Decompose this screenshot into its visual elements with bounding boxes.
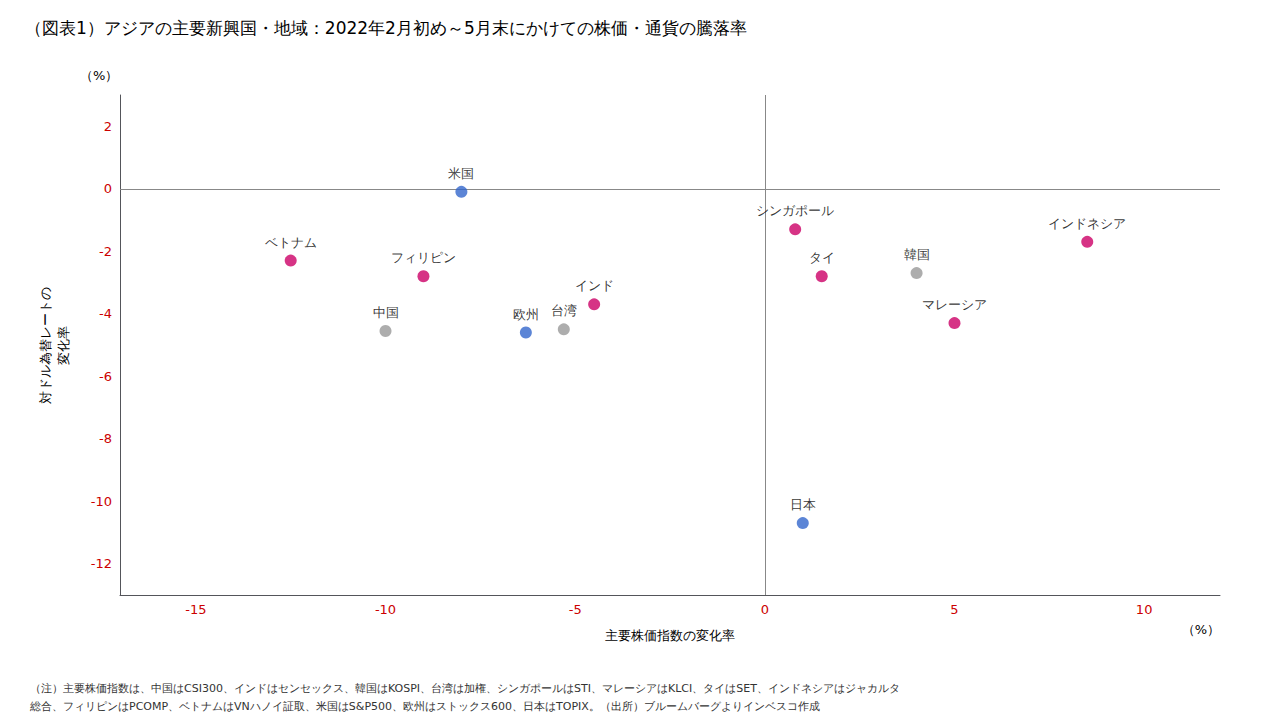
svg-text:（%）: （%）	[1182, 622, 1220, 637]
svg-text:-10: -10	[91, 494, 112, 509]
svg-text:5: 5	[950, 602, 958, 617]
svg-text:台湾: 台湾	[551, 303, 577, 318]
svg-text:タイ: タイ	[809, 250, 835, 265]
svg-text:欧州: 欧州	[513, 307, 539, 322]
svg-text:0: 0	[104, 181, 112, 196]
svg-text:フィリピン: フィリピン	[391, 250, 456, 265]
svg-text:（注）主要株価指数は、中国はCSI300、インドはセンセック: （注）主要株価指数は、中国はCSI300、インドはセンセックス、韓国はKOSPI…	[30, 682, 900, 695]
svg-text:シンガポール: シンガポール	[756, 203, 834, 218]
svg-text:マレーシア: マレーシア	[922, 297, 987, 312]
svg-text:-8: -8	[99, 431, 112, 446]
svg-text:10: 10	[1136, 602, 1153, 617]
svg-text:2: 2	[104, 119, 112, 134]
svg-text:-12: -12	[91, 556, 112, 571]
svg-text:主要株価指数の変化率: 主要株価指数の変化率	[605, 628, 735, 643]
svg-text:米国: 米国	[448, 166, 474, 181]
svg-text:日本: 日本	[790, 497, 816, 512]
svg-text:インドネシア: インドネシア	[1048, 216, 1126, 231]
svg-text:-10: -10	[375, 602, 396, 617]
svg-text:-5: -5	[569, 602, 582, 617]
svg-text:（%）: （%）	[80, 68, 118, 83]
svg-text:0: 0	[761, 602, 769, 617]
svg-text:総合、フィリピンはPCOMP、ベトナムはVNハノイ証取、米国: 総合、フィリピンはPCOMP、ベトナムはVNハノイ証取、米国はS&P500、欧州…	[29, 700, 820, 713]
svg-text:ベトナム: ベトナム	[265, 235, 317, 250]
svg-text:対ドル為替レートの: 対ドル為替レートの	[38, 287, 53, 404]
svg-text:（図表1）アジアの主要新興国・地域：2022年2月初め～5月: （図表1）アジアの主要新興国・地域：2022年2月初め～5月末にかけての株価・通…	[25, 18, 747, 38]
svg-text:-6: -6	[99, 369, 112, 384]
svg-text:-15: -15	[185, 602, 206, 617]
svg-text:-4: -4	[99, 306, 112, 321]
svg-text:中国: 中国	[373, 305, 399, 320]
svg-text:韓国: 韓国	[904, 247, 930, 262]
svg-text:インド: インド	[575, 278, 614, 293]
svg-text:変化率: 変化率	[56, 326, 71, 365]
svg-text:-2: -2	[99, 244, 112, 259]
